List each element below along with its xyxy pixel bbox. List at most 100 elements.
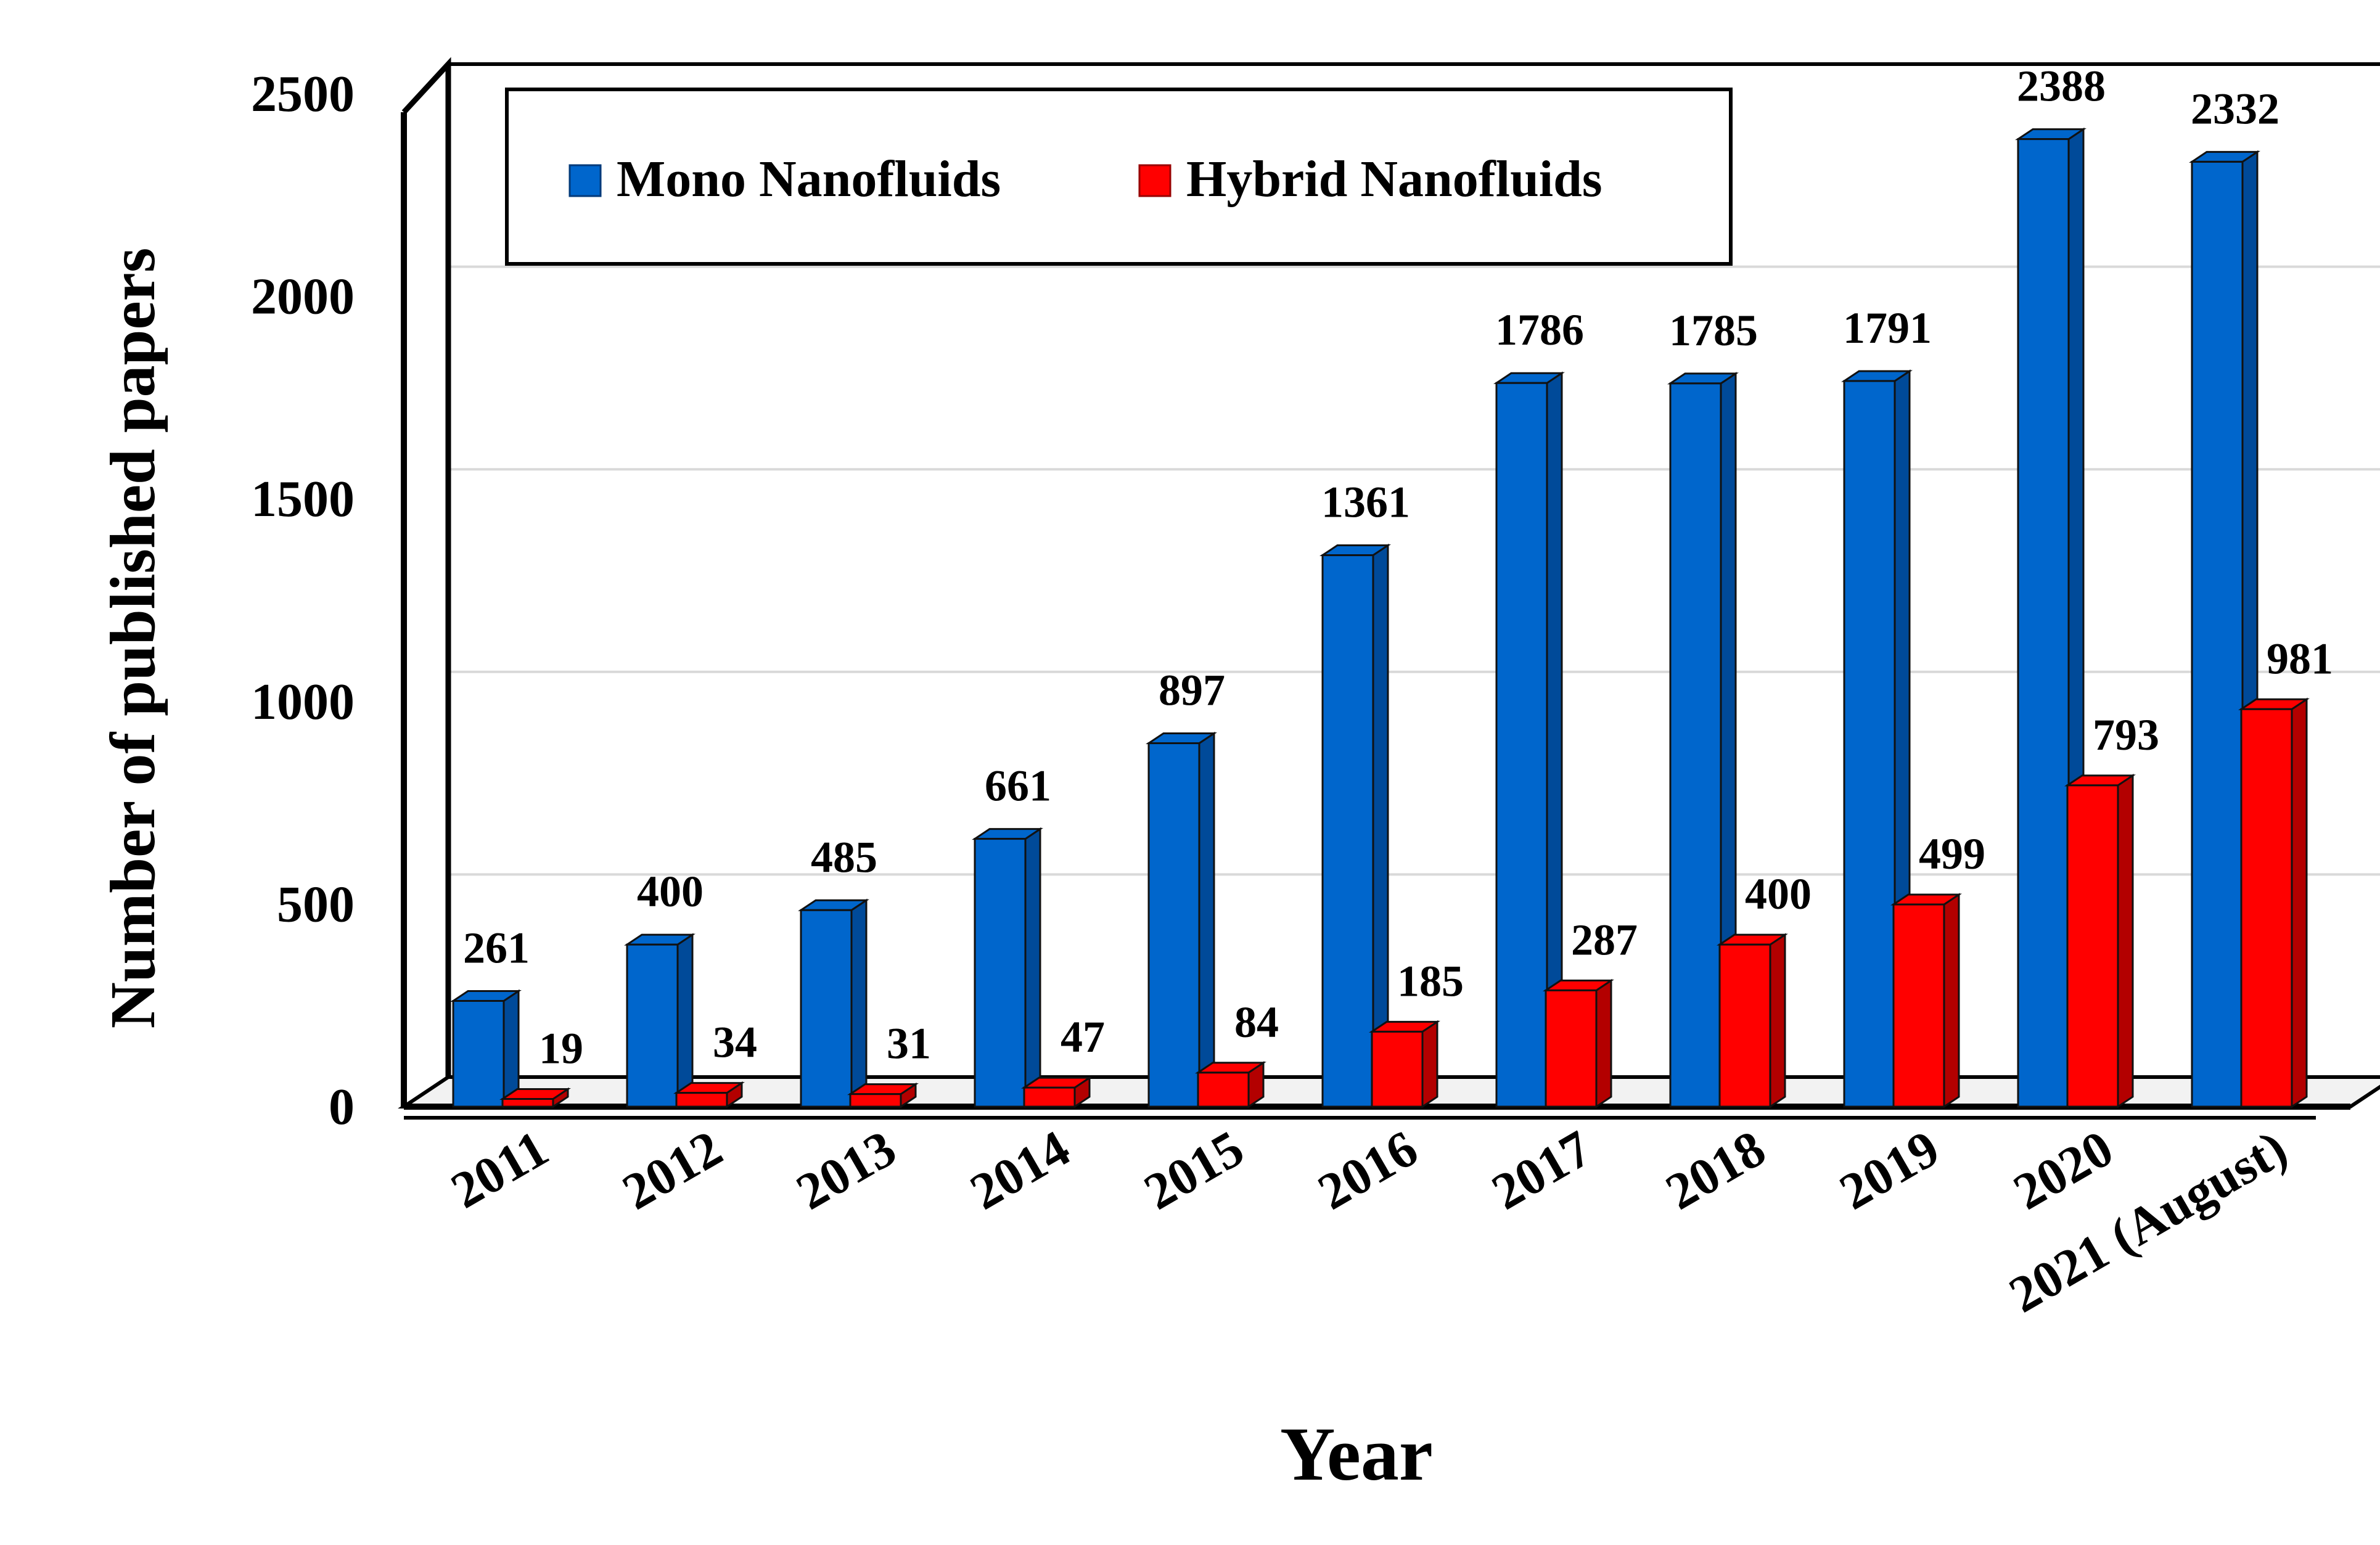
data-label-hybrid: 981 xyxy=(2267,634,2333,683)
y-tick-label: 2500 xyxy=(251,65,355,123)
bar-front xyxy=(2017,138,2070,1108)
data-label-hybrid: 793 xyxy=(2093,710,2159,760)
data-label-mono: 2332 xyxy=(2191,84,2279,133)
x-axis-label: Year xyxy=(1280,1412,1433,1496)
y-tick-label: 1500 xyxy=(251,470,355,528)
bar-front xyxy=(1197,1072,1250,1108)
x-tick-label: 2017 xyxy=(1483,1120,1601,1221)
bar-front xyxy=(1321,554,1374,1108)
bar-hybrid-2020 xyxy=(2064,774,2136,1109)
bar-mono-2014 xyxy=(972,827,1043,1109)
bar-front xyxy=(1545,989,1598,1108)
data-label-mono: 1791 xyxy=(1843,303,1932,353)
legend-swatch-mono xyxy=(568,164,602,197)
bar-hybrid-2018 xyxy=(1717,933,1788,1109)
bar-hybrid-2019 xyxy=(1890,893,1962,1109)
x-tick-label: 2015 xyxy=(1135,1120,1254,1221)
y-axis-label: Number of published papers xyxy=(97,248,168,1029)
data-label-hybrid: 19 xyxy=(539,1024,583,1073)
bar-front xyxy=(2240,708,2293,1108)
data-label-mono: 261 xyxy=(463,923,530,972)
data-labels: 261 19 400 34 485 31 661 47 897 84 1361 185 1786 287 1… xyxy=(463,62,2333,1073)
data-label-mono: 1786 xyxy=(1495,305,1584,354)
x-tick-label: 2011 xyxy=(442,1120,558,1219)
bar-side xyxy=(2291,697,2308,1109)
legend-box xyxy=(505,88,1733,266)
bar-side xyxy=(850,898,868,1109)
data-label-hybrid: 400 xyxy=(1745,869,1812,919)
bar-mono-2013 xyxy=(798,898,869,1109)
bar-mono-2020 xyxy=(2015,127,2087,1109)
y-tick-label: 2000 xyxy=(251,268,355,326)
bar-front xyxy=(675,1092,728,1108)
bar-side xyxy=(1769,933,1786,1109)
bar-hybrid-2017 xyxy=(1543,978,1614,1109)
data-label-hybrid: 499 xyxy=(1919,829,1985,879)
bar-side xyxy=(1198,731,1215,1109)
data-label-hybrid: 47 xyxy=(1061,1012,1105,1062)
bar-side xyxy=(1943,893,1960,1109)
bar-front xyxy=(2066,784,2119,1108)
y-tick-label: 500 xyxy=(277,875,355,933)
bar-hybrid-2012 xyxy=(673,1081,745,1109)
bar-front xyxy=(849,1093,902,1108)
data-label-mono: 400 xyxy=(637,867,704,916)
bar-mono-2016 xyxy=(1319,543,1391,1109)
x-tick-label: 2018 xyxy=(1657,1120,1775,1221)
x-axis-ticks: 2011 2012 2013 2014 2015 2016 2017 2018 2019 2020… xyxy=(442,1120,2297,1324)
data-label-hybrid: 287 xyxy=(1571,915,1638,964)
bar-front xyxy=(626,943,679,1108)
bar-mono-2011 xyxy=(450,989,522,1109)
data-label-hybrid: 31 xyxy=(887,1019,931,1068)
legend: Mono Nanofluids Hybrid Nanofluids xyxy=(505,88,1733,266)
data-label-mono: 2388 xyxy=(2017,62,2106,111)
bar-hybrid-2016 xyxy=(1369,1020,1440,1109)
bar-hybrid-2021 (August) xyxy=(2238,697,2310,1109)
bar-mono-2017 xyxy=(1493,371,1565,1109)
bar-front xyxy=(1718,943,1771,1108)
y-tick-label: 0 xyxy=(329,1078,355,1136)
data-label-mono: 897 xyxy=(1159,665,1225,715)
bars xyxy=(450,127,2310,1109)
bar-front xyxy=(1669,382,1722,1108)
bar-side xyxy=(1595,978,1612,1109)
x-tick-label: 2019 xyxy=(1831,1120,1949,1221)
bar-front xyxy=(2191,160,2244,1108)
bar-hybrid-2013 xyxy=(847,1082,919,1109)
data-label-mono: 485 xyxy=(811,832,877,882)
bar-front xyxy=(800,909,853,1108)
y-axis-ticks: 0 500 1000 1500 2000 2500 xyxy=(251,65,355,1136)
bar-front xyxy=(974,838,1027,1108)
bar-front xyxy=(452,999,505,1108)
data-label-hybrid: 34 xyxy=(713,1018,757,1067)
bar-side xyxy=(2117,774,2134,1109)
x-tick-label: 2020 xyxy=(2005,1120,2123,1221)
bar-hybrid-2014 xyxy=(1021,1076,1093,1109)
x-tick-label: 2012 xyxy=(613,1120,732,1221)
bar-hybrid-2015 xyxy=(1195,1060,1266,1109)
bar-mono-2015 xyxy=(1146,731,1217,1109)
legend-swatch-hybrid xyxy=(1138,164,1172,197)
x-tick-label: 2016 xyxy=(1309,1120,1427,1221)
x-tick-label: 2014 xyxy=(961,1120,1080,1221)
data-label-hybrid: 185 xyxy=(1397,956,1464,1006)
bar-front xyxy=(501,1098,554,1108)
bar-front xyxy=(1495,382,1548,1108)
data-label-mono: 661 xyxy=(985,761,1051,811)
bar-front xyxy=(1023,1086,1076,1108)
bar-front xyxy=(1892,903,1945,1108)
bar-side xyxy=(1421,1020,1438,1109)
y-tick-label: 1000 xyxy=(251,673,355,731)
bar-hybrid-2011 xyxy=(499,1087,571,1109)
bar-front xyxy=(1843,380,1896,1108)
bar-mono-2012 xyxy=(624,933,696,1109)
left-wall-back-edge xyxy=(401,57,451,1077)
bar-mono-2018 xyxy=(1667,372,1739,1109)
data-label-mono: 1785 xyxy=(1669,306,1758,355)
legend-label-mono: Mono Nanofluids xyxy=(617,150,1001,208)
x-tick-label: 2013 xyxy=(787,1120,906,1221)
bar-side xyxy=(676,933,694,1109)
legend-label-hybrid: Hybrid Nanofluids xyxy=(1186,150,1602,208)
bar-front xyxy=(1371,1030,1424,1108)
